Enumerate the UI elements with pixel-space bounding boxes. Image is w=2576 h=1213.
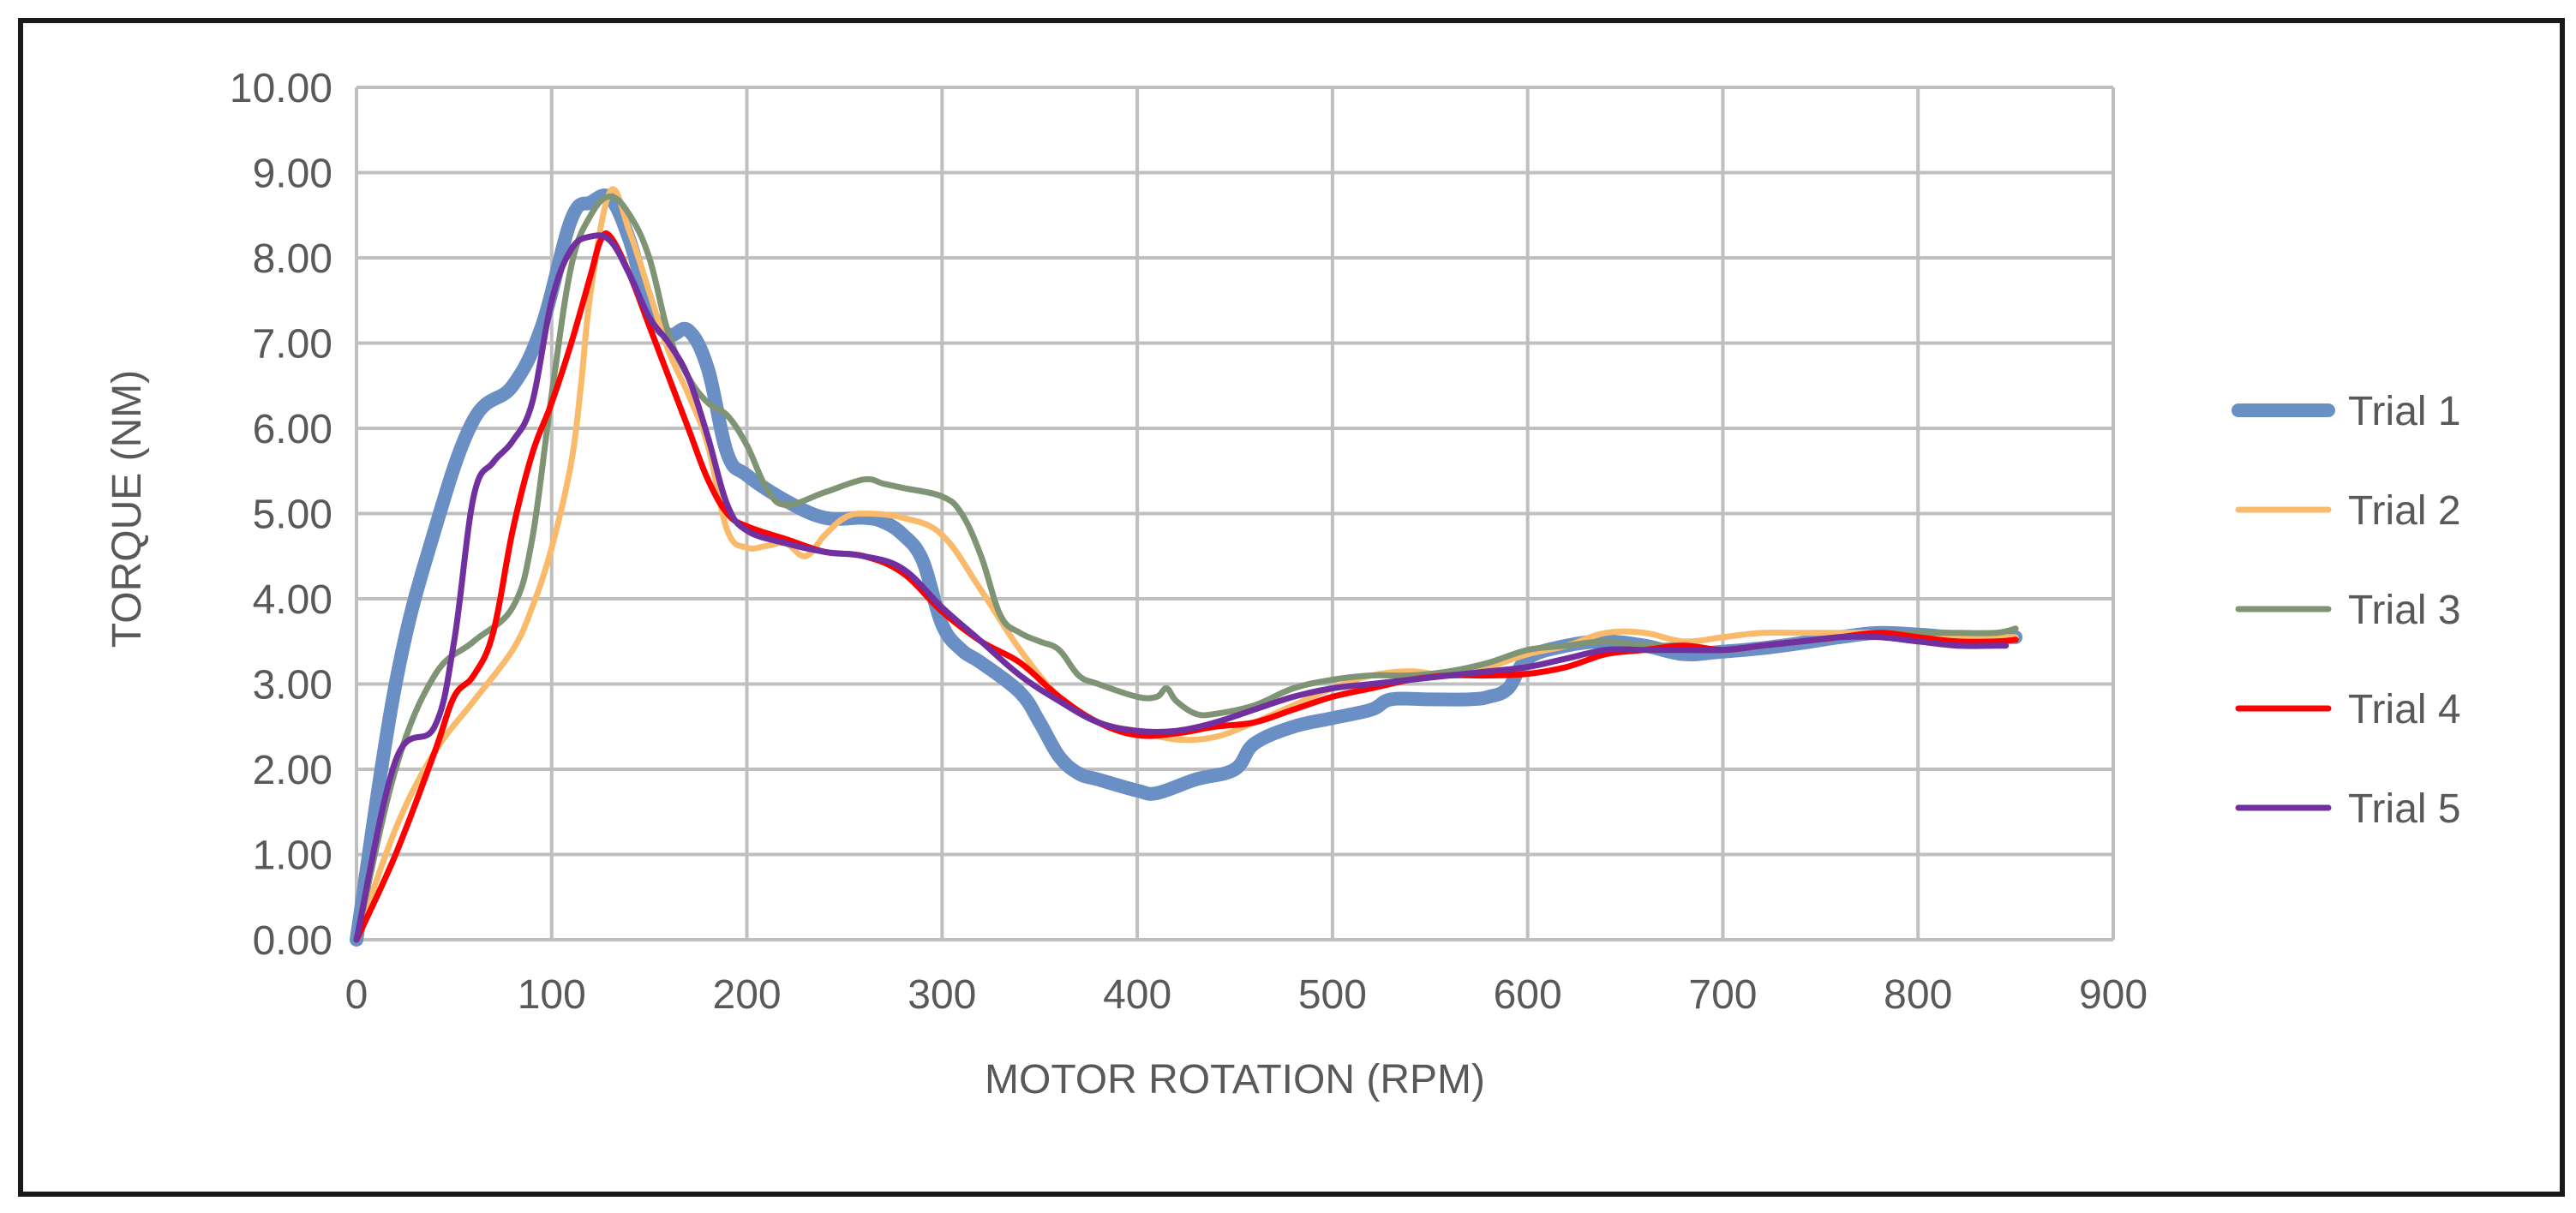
y-tick-label: 8.00 [253,236,332,282]
y-tick-label: 5.00 [253,493,332,538]
y-tick-label: 2.00 [253,748,332,793]
legend-label-trial-2: Trial 2 [2348,488,2461,534]
legend-label-trial-4: Trial 4 [2348,687,2461,732]
series-line-trial-1 [350,188,2023,947]
x-tick-labels: 0 100 200 300 400 500 600 700 800 900 [345,972,2148,1018]
chart-frame: 0.00 1.00 2.00 3.00 4.00 5.00 6.00 7.00 8.00 9.00… [18,18,2565,1197]
legend-label-trial-1: Trial 1 [2348,389,2461,434]
x-tick-label: 800 [1884,972,1952,1018]
series-line-trial-4 [353,230,2019,943]
x-tick-label: 600 [1494,972,1562,1018]
series-line-trial-2 [353,186,2019,943]
series-line-trial-5 [353,232,2010,943]
y-tick-label: 7.00 [253,322,332,367]
grid-layer [355,86,2115,941]
x-tick-label: 0 [345,972,368,1018]
y-tick-labels: 0.00 1.00 2.00 3.00 4.00 5.00 6.00 7.00 8.00 9.00… [230,66,332,964]
legend: Trial 1 Trial 2 Trial 3 Trial 4 Trial 5 [2232,389,2461,832]
x-tick-label: 300 [908,972,976,1018]
y-tick-label: 10.00 [230,66,332,111]
x-axis-title: MOTOR ROTATION (RPM) [985,1057,1485,1102]
y-tick-label: 0.00 [253,918,332,964]
x-tick-label: 100 [518,972,586,1018]
x-tick-label: 500 [1298,972,1367,1018]
x-tick-label: 700 [1688,972,1757,1018]
y-tick-label: 9.00 [253,152,332,197]
legend-label-trial-3: Trial 3 [2348,588,2461,633]
chart-svg: 0.00 1.00 2.00 3.00 4.00 5.00 6.00 7.00 8.00 9.00… [105,66,2461,1102]
y-axis-title: TORQUE (NM) [105,370,150,648]
series-line-trial-3 [353,193,2019,943]
y-tick-label: 4.00 [253,577,332,623]
y-tick-label: 1.00 [253,834,332,879]
x-tick-label: 900 [2079,972,2148,1018]
y-tick-label: 6.00 [253,407,332,452]
legend-label-trial-5: Trial 5 [2348,786,2461,832]
y-tick-label: 3.00 [253,663,332,708]
series-layer [350,186,2023,947]
x-tick-label: 400 [1103,972,1171,1018]
x-tick-label: 200 [713,972,782,1018]
